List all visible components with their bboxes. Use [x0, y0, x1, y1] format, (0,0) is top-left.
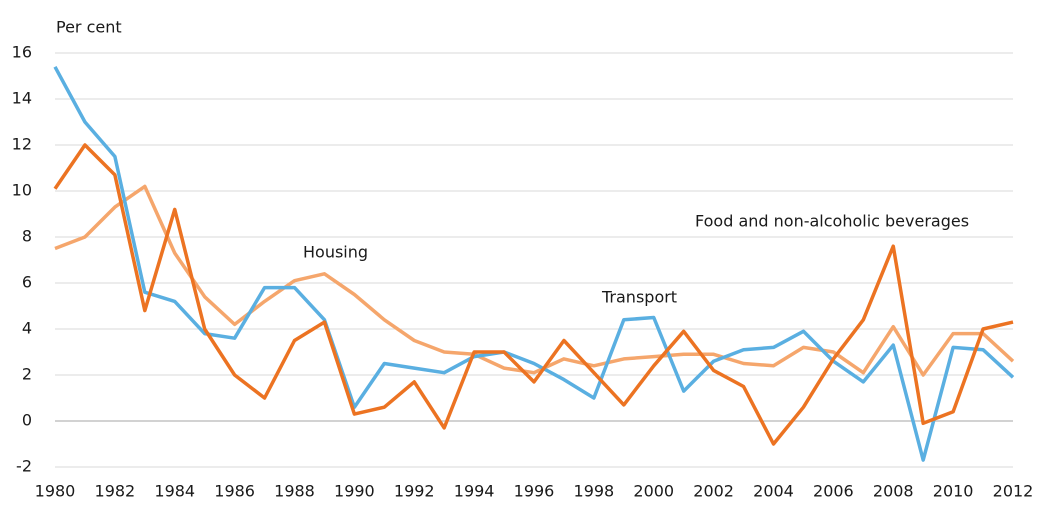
x-tick-label: 1984	[154, 482, 195, 501]
x-tick-label: 1988	[274, 482, 315, 501]
y-tick-label: 0	[22, 411, 32, 430]
y-axis-label: Per cent	[56, 18, 122, 37]
y-tick-label: 16	[12, 43, 32, 62]
y-tick-label: 10	[12, 181, 32, 200]
series-line	[54, 184, 1015, 377]
y-tick-label: 12	[12, 135, 32, 154]
series-line	[53, 65, 1015, 462]
x-tick-label: 2002	[693, 482, 734, 501]
x-tick-label: 2006	[813, 482, 854, 501]
x-tick-label: 2008	[873, 482, 914, 501]
x-tick-label: 2010	[933, 482, 974, 501]
y-tick-label: 8	[22, 227, 32, 246]
series-label: Housing	[303, 243, 368, 262]
y-tick-label: 4	[22, 319, 32, 338]
y-tick-label: -2	[16, 457, 32, 476]
x-tick-label: 2012	[993, 482, 1034, 501]
y-tick-label: 14	[12, 89, 32, 108]
x-tick-label: 1982	[95, 482, 136, 501]
y-tick-label: 2	[22, 365, 32, 384]
x-tick-label: 1980	[35, 482, 76, 501]
y-tick-label: 6	[22, 273, 32, 292]
series-line	[53, 143, 1014, 446]
series-label: Transport	[601, 288, 677, 307]
x-tick-label: 1994	[454, 482, 495, 501]
x-tick-label: 1986	[214, 482, 255, 501]
x-tick-label: 2004	[753, 482, 794, 501]
x-tick-label: 2000	[633, 482, 674, 501]
x-tick-label: 1998	[574, 482, 615, 501]
x-tick-label: 1990	[334, 482, 375, 501]
series-label: Food and non-alcoholic beverages	[695, 212, 969, 231]
x-tick-label: 1992	[394, 482, 435, 501]
x-tick-label: 1996	[514, 482, 555, 501]
